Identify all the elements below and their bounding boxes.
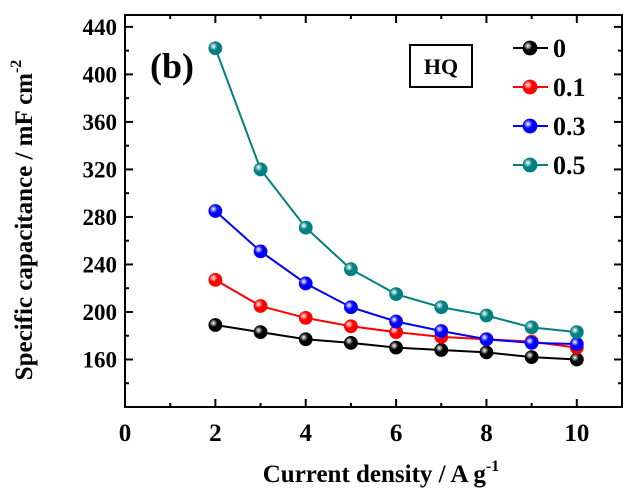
y-tick-label: 400: [83, 62, 118, 87]
data-point: [524, 350, 539, 365]
x-tick-label: 2: [209, 420, 222, 447]
legend-marker: [522, 79, 538, 95]
y-axis-title-sup: -2: [8, 60, 25, 73]
data-point: [389, 314, 403, 329]
data-point: [569, 352, 584, 367]
data-point: [434, 324, 449, 338]
data-point: [208, 272, 223, 287]
legend-entry: 0.1: [513, 73, 586, 102]
data-point: [298, 276, 313, 291]
data-point: [524, 335, 539, 350]
legend-entry: 0.3: [513, 112, 586, 141]
series-0.5: [208, 41, 584, 340]
plot-frame: [124, 14, 623, 408]
data-point: [344, 300, 358, 315]
y-axis-title: Specific capacitance / mF cm-2: [8, 60, 38, 381]
axes: 0 2 4 6 8 10 160 200 240 280 320 360 400 440: [83, 14, 623, 447]
data-point: [479, 345, 494, 360]
x-tick-label: 10: [564, 420, 589, 447]
x-tick-label: 8: [480, 420, 493, 447]
x-axis-title-main: Current density / A g: [263, 461, 487, 488]
data-point: [298, 311, 313, 325]
legend-marker: [522, 40, 538, 56]
data-point: [253, 299, 268, 313]
data-point: [434, 300, 449, 315]
legend-entry: 0.5: [513, 151, 586, 180]
y-tick-label: 200: [83, 300, 118, 325]
data-point: [569, 325, 584, 340]
data-point: [344, 262, 358, 277]
y-axis-title-main: Specific capacitance / mF cm: [11, 73, 38, 380]
y-tick-label: 440: [83, 15, 118, 40]
data-point: [479, 332, 494, 347]
data-point: [208, 41, 223, 56]
legend-label: 0.5: [553, 151, 586, 180]
data-point: [569, 337, 584, 351]
x-tick-label: 4: [299, 420, 312, 447]
series-0: [208, 318, 584, 367]
legend: 0 0.1 0.3 0.5: [513, 34, 586, 180]
data-point: [208, 204, 223, 218]
hq-annotation-label: HQ: [424, 54, 458, 79]
y-tick-label: 160: [83, 347, 118, 372]
hq-annotation-box: [409, 44, 473, 88]
series-0.3: [208, 204, 584, 351]
legend-label: 0.3: [553, 112, 586, 141]
data-point: [298, 220, 313, 235]
data-point: [344, 335, 358, 350]
y-tick-label: 280: [83, 205, 118, 230]
data-point: [389, 340, 403, 355]
hq-annotation: HQ: [409, 44, 473, 88]
y-tick-label: 320: [83, 157, 118, 182]
data-point: [253, 162, 268, 177]
panel-label: (b): [150, 46, 194, 86]
legend-entry: 0: [513, 34, 566, 63]
legend-marker: [522, 157, 538, 173]
x-tick-label: 6: [390, 420, 403, 447]
y-tick-label: 240: [83, 252, 118, 277]
data-point: [253, 244, 268, 259]
x-axis-title-sup: -1: [486, 458, 499, 475]
x-axis-title: Current density / A g-1: [263, 458, 500, 488]
data-point: [298, 332, 313, 347]
data-point: [434, 343, 449, 357]
legend-label: 0.1: [553, 73, 586, 102]
data-point: [479, 308, 494, 323]
legend-marker: [522, 118, 538, 134]
data-point: [524, 320, 539, 335]
series-layer: [208, 41, 584, 367]
legend-label: 0: [553, 34, 566, 63]
data-point: [344, 319, 358, 334]
data-point: [389, 287, 403, 302]
data-point: [208, 318, 223, 332]
y-tick-label: 360: [83, 110, 118, 135]
data-point: [253, 325, 268, 340]
x-tick-label: 0: [119, 420, 132, 447]
